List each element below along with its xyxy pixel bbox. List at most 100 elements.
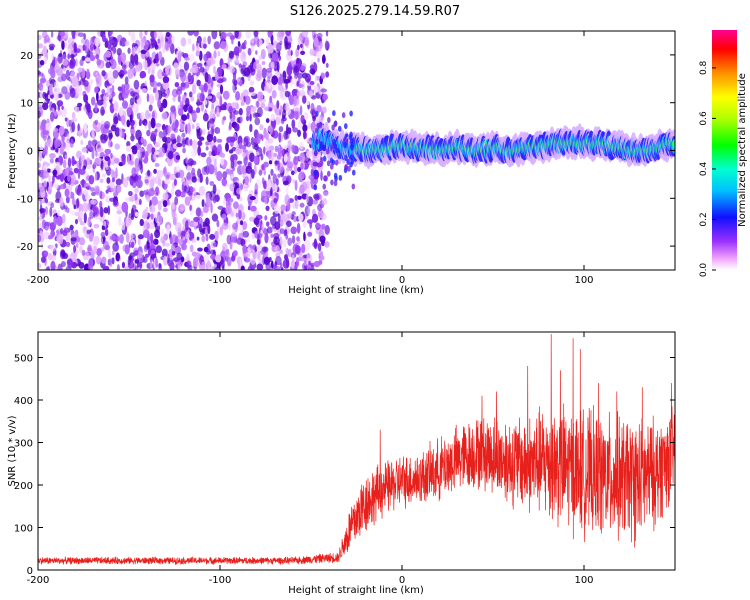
noise-blob [264, 195, 268, 205]
noise-blob [177, 107, 184, 116]
noise-blob [56, 215, 63, 227]
noise-blob [261, 60, 266, 65]
noise-blob [325, 31, 329, 37]
noise-blob [48, 77, 53, 84]
noise-blob [90, 36, 94, 48]
noise-blob [293, 215, 297, 223]
noise-blob [101, 225, 106, 231]
noise-blob [201, 261, 206, 266]
noise-blob [278, 131, 282, 143]
noise-blob [312, 199, 318, 205]
noise-blob [175, 222, 182, 233]
noise-blob [155, 258, 159, 269]
noise-blob [209, 110, 213, 119]
noise-blob [110, 58, 117, 70]
noise-blob [226, 32, 233, 37]
transition-blob [338, 174, 343, 181]
noise-blob [187, 72, 192, 82]
noise-blob [157, 136, 162, 146]
noise-blob [126, 140, 131, 148]
noise-blob [273, 204, 281, 214]
noise-blob [172, 216, 177, 226]
noise-blob [324, 40, 330, 51]
noise-blob [215, 254, 222, 263]
noise-blob [71, 155, 75, 167]
noise-blob [323, 175, 328, 182]
noise-blob [198, 185, 206, 197]
noise-blob [48, 175, 51, 183]
noise-blob [287, 145, 291, 153]
noise-blob [171, 244, 175, 250]
noise-blob [52, 169, 58, 176]
noise-blob [98, 74, 103, 84]
noise-blob [215, 189, 221, 195]
noise-blob [229, 111, 233, 120]
noise-blob [39, 59, 45, 66]
noise-blob [121, 261, 126, 269]
noise-blob [197, 140, 203, 147]
noise-blob [287, 248, 292, 258]
noise-blob [258, 233, 263, 238]
noise-blob [163, 128, 168, 138]
noise-blob [115, 167, 118, 178]
noise-blob [312, 115, 316, 122]
noise-blob [207, 120, 210, 131]
noise-blob [236, 237, 244, 245]
noise-blob [245, 165, 253, 174]
noise-blob [177, 52, 182, 62]
noise-blob [300, 43, 303, 48]
transition-blob [327, 117, 331, 124]
noise-blob [104, 148, 112, 155]
noise-blob [40, 123, 47, 131]
noise-blob [167, 125, 171, 137]
noise-blob [144, 59, 148, 71]
noise-blob [127, 154, 130, 166]
transition-blob [337, 125, 342, 132]
noise-blob [174, 235, 179, 245]
noise-blob [325, 62, 329, 68]
noise-blob [279, 236, 283, 247]
noise-blob [142, 229, 150, 239]
transition-blob [329, 157, 334, 164]
noise-blob [270, 260, 274, 269]
noise-blob [41, 102, 49, 111]
noise-blob [317, 242, 322, 252]
noise-blob [214, 71, 219, 81]
noise-blob [278, 126, 284, 133]
noise-blob [96, 58, 102, 66]
noise-blob [291, 254, 295, 262]
noise-blob [147, 248, 151, 256]
noise-blob [233, 123, 240, 132]
noise-blob [109, 197, 116, 202]
noise-blob [116, 264, 121, 270]
noise-blob [123, 88, 130, 96]
noise-blob [172, 96, 176, 102]
noise-blob [150, 130, 158, 138]
noise-blob [161, 248, 168, 258]
noise-blob [233, 46, 240, 56]
noise-blob [299, 184, 305, 195]
noise-blob [94, 86, 99, 94]
noise-blob [254, 117, 261, 126]
noise-blob [142, 209, 148, 220]
noise-blob [283, 229, 286, 237]
noise-blob [305, 150, 313, 159]
noise-blob [90, 79, 94, 84]
noise-blob [296, 72, 304, 79]
noise-blob [62, 53, 67, 60]
noise-blob [180, 37, 187, 47]
noise-blob [196, 35, 202, 44]
noise-blob [134, 211, 139, 217]
noise-blob [324, 241, 330, 248]
noise-blob [139, 218, 144, 227]
noise-blob [79, 168, 86, 175]
noise-blob [247, 265, 254, 270]
noise-blob [291, 235, 296, 244]
noise-blob [317, 203, 323, 212]
transition-blob [314, 127, 319, 134]
noise-blob [208, 122, 215, 129]
noise-blob [249, 205, 257, 212]
noise-blob [43, 170, 49, 179]
noise-blob [121, 64, 127, 71]
noise-blob [228, 105, 233, 114]
